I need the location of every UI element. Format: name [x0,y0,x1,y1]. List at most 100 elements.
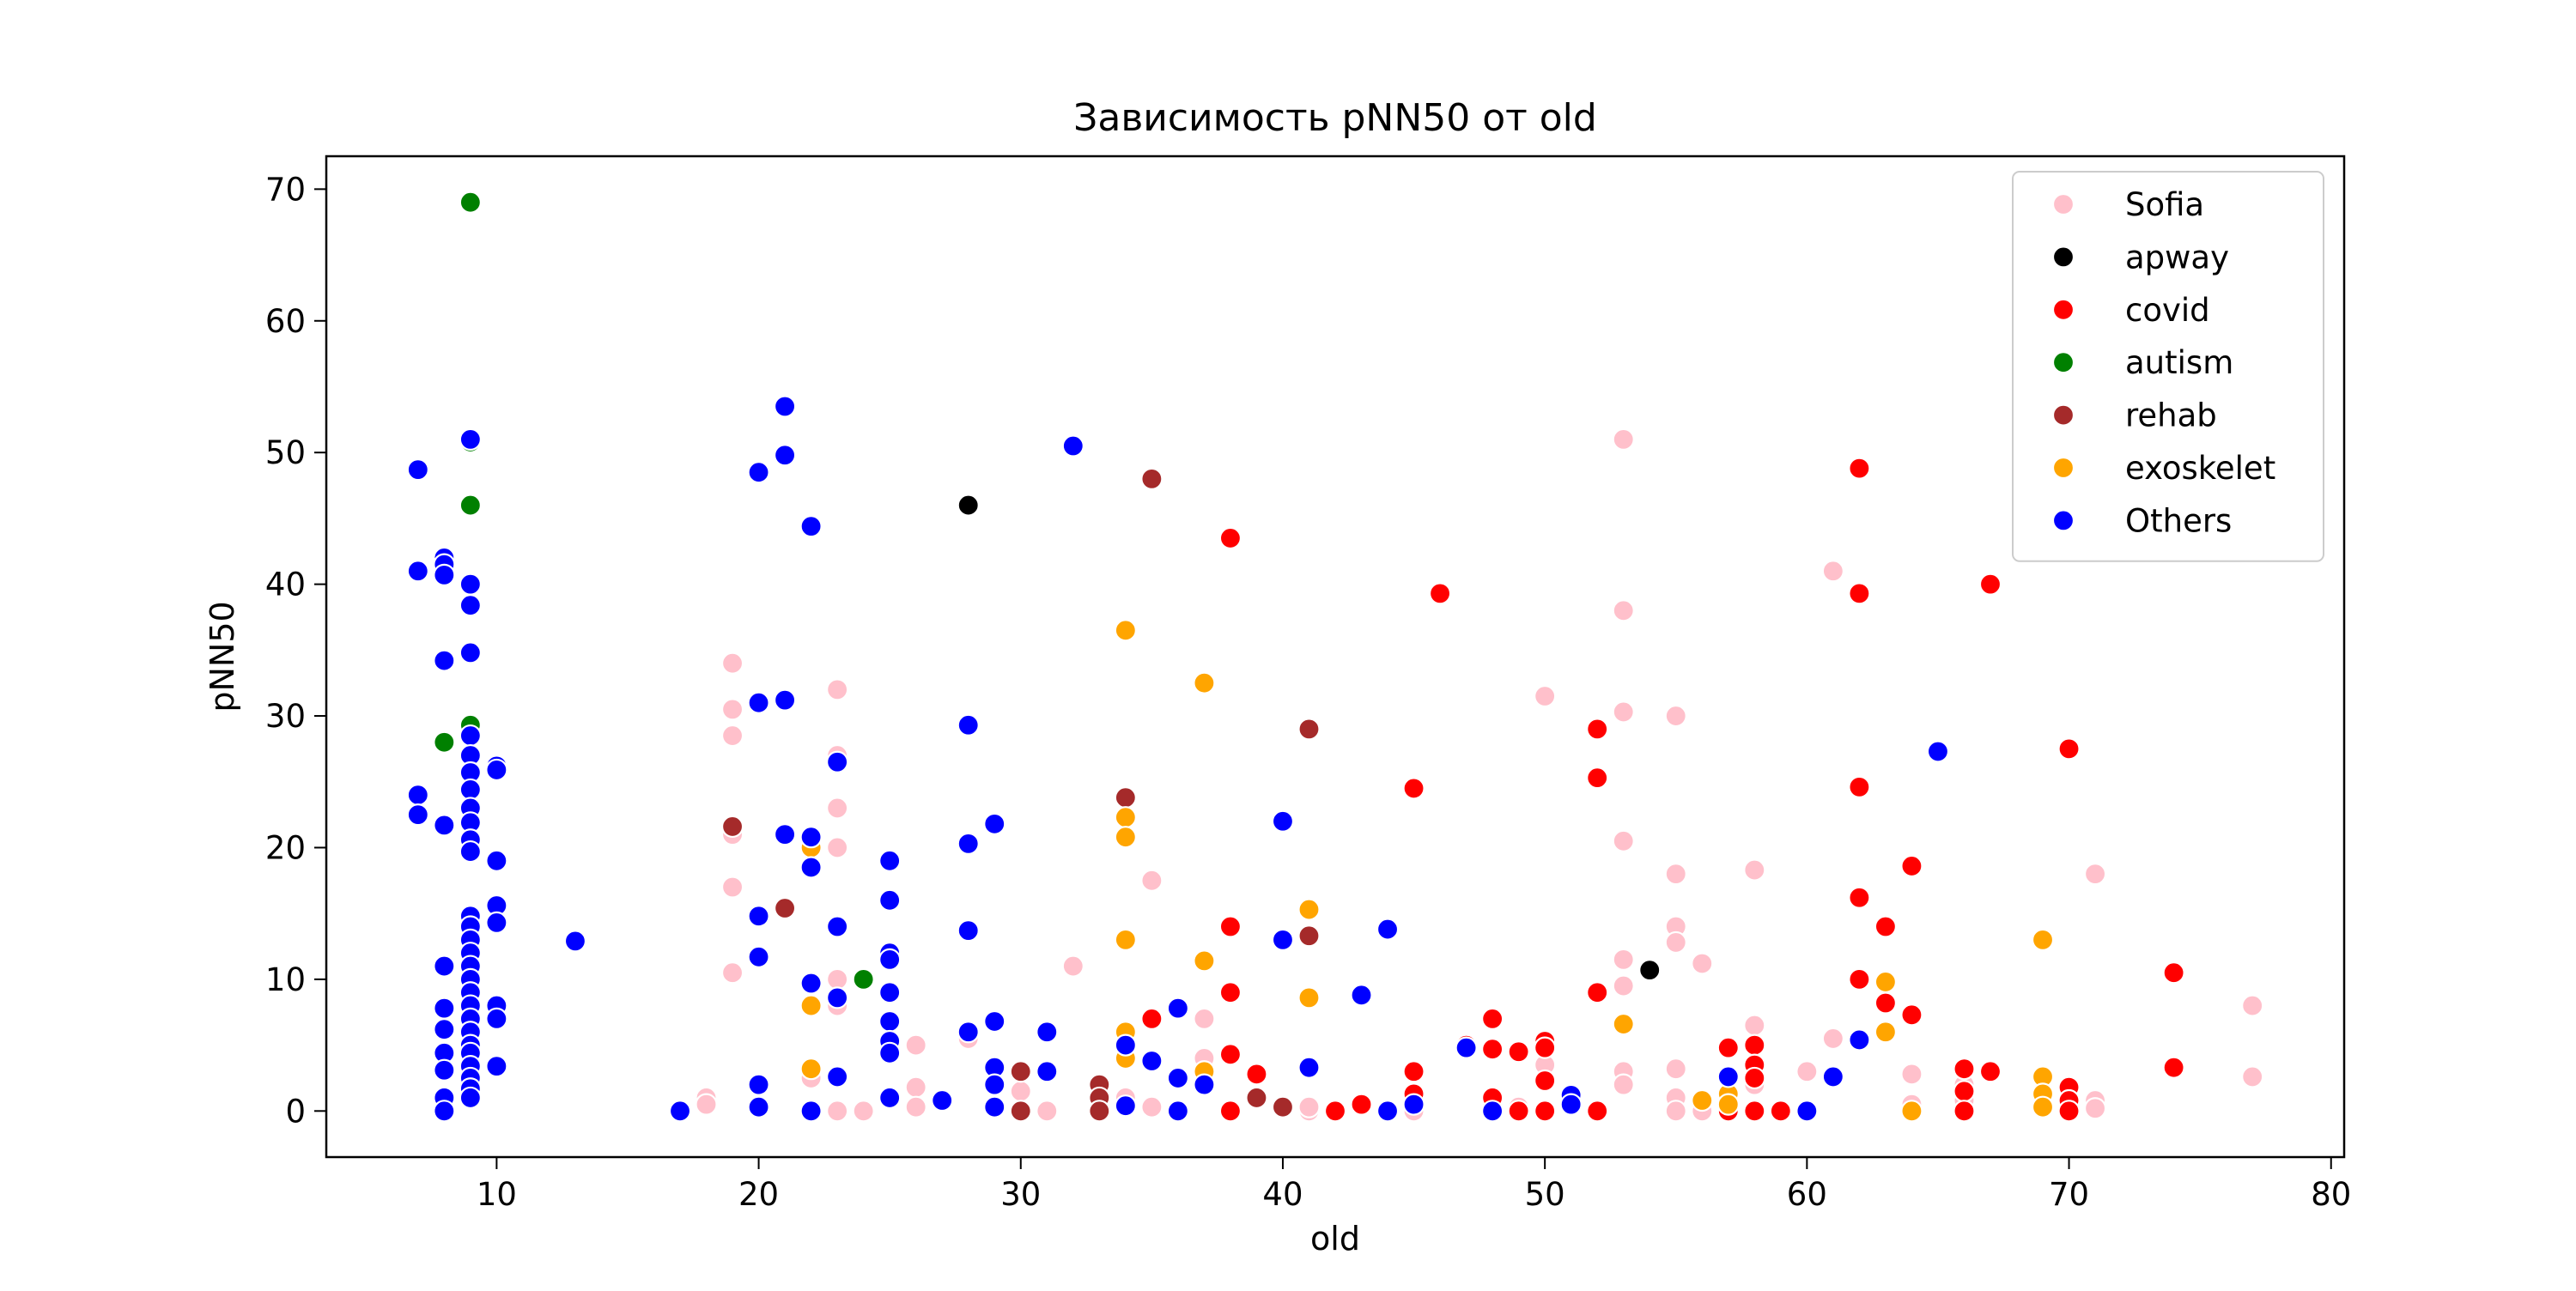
data-point [1297,898,1321,921]
data-point [2083,863,2107,886]
data-point [1114,619,1137,642]
data-point [1350,984,1373,1007]
data-point [695,1093,718,1116]
legend-marker [2051,192,2075,216]
data-point [1874,991,1898,1015]
x-tick-label: 20 [738,1176,779,1213]
points-layer [406,191,2264,1123]
x-tick-label: 10 [477,1176,517,1213]
data-point [1114,1094,1137,1118]
data-point [720,876,744,899]
legend-label: exoskelet [2125,450,2275,487]
data-point [1586,767,1609,790]
data-point [826,797,849,820]
data-point [2057,1100,2081,1123]
data-point [1428,582,1452,605]
data-point [1009,1100,1032,1123]
data-point [1821,1065,1844,1088]
data-point [1664,1100,1687,1123]
data-point [433,955,456,978]
data-point [1218,1043,1242,1066]
data-point [1586,718,1609,741]
data-point [957,832,980,855]
data-point [826,836,849,859]
data-point [1507,1100,1530,1123]
data-point [1297,718,1321,741]
series-others [406,395,1950,1123]
data-point [852,967,875,991]
data-point [406,458,429,482]
data-point [1743,1100,1766,1123]
y-tick-label: 70 [265,171,306,208]
data-point [773,395,797,418]
y-tick-label: 40 [265,567,306,603]
data-point [720,698,744,721]
data-point [1716,1093,1740,1116]
data-point [1193,671,1216,694]
data-point [852,1100,875,1123]
legend-marker [2051,509,2075,532]
data-point [1114,928,1137,951]
data-point [826,1065,849,1088]
data-point [957,919,980,942]
data-point [1271,928,1295,951]
data-point [983,812,1006,835]
data-point [1534,1069,1557,1093]
data-point [433,1100,456,1123]
data-point [433,1058,456,1082]
data-point [1612,974,1635,997]
x-axis-label: old [1310,1220,1360,1258]
data-point [720,724,744,748]
y-tick-label: 60 [265,303,306,340]
data-point [1874,970,1898,994]
y-tick-label: 0 [285,1093,306,1130]
legend-marker [2051,298,2075,321]
y-tick-label: 30 [265,698,306,735]
legend-marker [2051,456,2075,480]
data-point [433,997,456,1020]
data-point [1218,915,1242,938]
data-point [1036,1021,1059,1044]
data-point [1586,981,1609,1004]
data-point [747,461,770,484]
data-point [433,730,456,754]
data-point [957,1021,980,1044]
data-point [878,981,902,1004]
legend: Sofia apway covid autism rehab exoskelet Other… [2012,171,2324,562]
data-point [1612,829,1635,852]
data-point [2162,961,2185,985]
data-point [1271,1095,1295,1118]
data-point [433,814,456,837]
y-tick-label: 50 [265,434,306,471]
legend-marker [2051,245,2075,269]
data-point [747,905,770,928]
data-point [1166,997,1189,1020]
data-point [2057,737,2081,761]
data-point [957,713,980,736]
data-point [1036,1100,1059,1123]
y-axis-label: pNN50 [204,601,241,712]
x-tick-label: 70 [2049,1176,2089,1213]
data-point [1612,599,1635,622]
data-point [1559,1093,1583,1116]
data-point [931,1088,954,1112]
data-point [1297,1056,1321,1079]
data-point [720,961,744,985]
data-point [720,815,744,839]
data-point [1691,1088,1714,1112]
data-point [1664,863,1687,886]
data-point [1350,1093,1373,1116]
data-point [1769,1100,1792,1123]
data-point [1612,1073,1635,1096]
data-point [2083,1097,2107,1120]
data-point [2162,1056,2185,1079]
data-point [1743,858,1766,882]
data-point [878,1041,902,1064]
data-point [957,494,980,517]
data-point [1848,775,1871,798]
data-point [1402,777,1425,800]
data-point [1743,1014,1766,1037]
data-point [1218,1100,1242,1123]
data-point [1664,930,1687,955]
data-point [799,856,823,879]
